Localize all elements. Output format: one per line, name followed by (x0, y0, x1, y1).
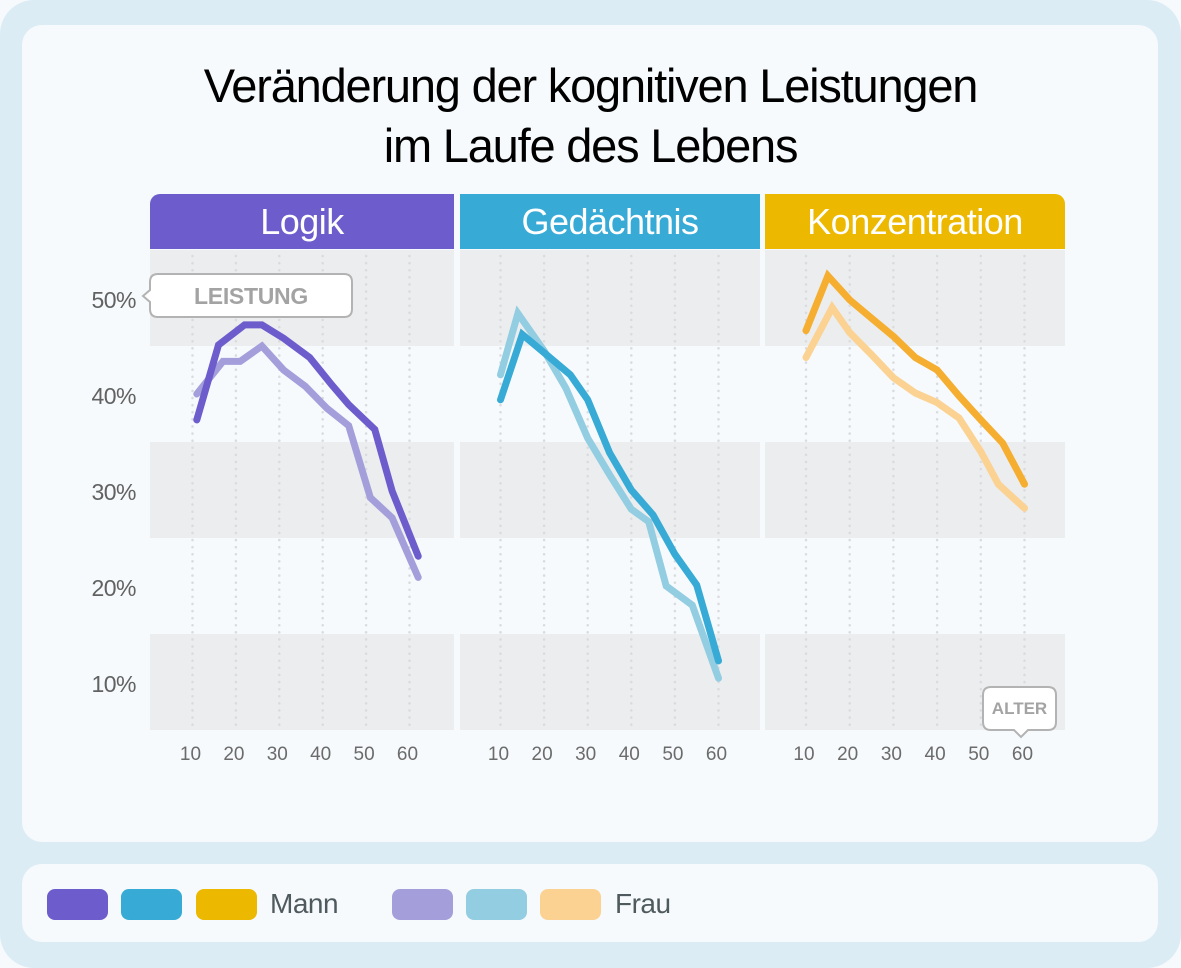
grid-band-logik-2 (150, 634, 454, 730)
panel-header-logik: Logik (150, 194, 454, 249)
alter-tag-box (982, 686, 1057, 739)
panel-header-konzentration: Konzentration (765, 194, 1065, 249)
series-line-konzentration-frau (802, 300, 1028, 512)
x-tick-label-logik: 50 (353, 744, 375, 765)
legend-label-mann: Mann (270, 888, 339, 919)
series-line-logik-mann (193, 321, 422, 560)
chart-title-line1: Veränderung der kognitiven Leistungen (203, 59, 979, 112)
y-tick-label: 30% (91, 479, 136, 505)
alter-tag-label: ALTER (991, 699, 1048, 718)
legend-swatch-mann-konzentration (196, 889, 257, 920)
series-line-gedaechtnis-frau (497, 305, 722, 682)
grid-band-konzentration-0 (765, 250, 1065, 346)
leistung-tag-label: LEISTUNG (194, 283, 308, 309)
chart-title-line2: im Laufe des Lebens (383, 119, 799, 172)
legend-swatch-frau-logik (392, 889, 453, 920)
x-tick-label-konzentration: 60 (1011, 744, 1034, 765)
grid-band-konzentration-1 (765, 442, 1065, 538)
x-tick-label-logik: 60 (396, 744, 419, 765)
x-tick-label-gedaechtnis: 20 (531, 744, 553, 765)
series-line-logik-frau (193, 341, 422, 581)
series-line-konzentration-mann (802, 269, 1028, 488)
panel-header-gedaechtnis: Gedächtnis (460, 194, 760, 249)
x-tick-label-gedaechtnis: 30 (575, 744, 597, 765)
x-tick-label-gedaechtnis: 40 (618, 744, 640, 765)
legend-swatch-mann-logik (47, 889, 108, 920)
x-tick-label-konzentration: 20 (837, 744, 859, 765)
leistung-tag-box (141, 273, 353, 318)
x-tick-label-gedaechtnis: 60 (705, 744, 728, 765)
x-tick-label-konzentration: 10 (793, 744, 815, 765)
x-tick-label-logik: 40 (310, 744, 332, 765)
x-tick-label-logik: 10 (179, 744, 202, 765)
legend-swatch-frau-konzentration (540, 889, 601, 920)
x-tick-label-konzentration: 30 (880, 744, 902, 765)
x-tick-label-konzentration: 50 (968, 744, 990, 765)
x-tick-label-gedaechtnis: 10 (487, 744, 510, 765)
x-tick-label-logik: 30 (266, 744, 288, 765)
x-tick-label-gedaechtnis: 50 (662, 744, 684, 765)
grid-band-gedaechtnis-0 (460, 250, 760, 346)
series-line-gedaechtnis-mann (497, 328, 722, 665)
chart-title: Veränderung der kognitiven Leistungen im… (0, 56, 1181, 176)
x-tick-label-logik: 20 (223, 744, 245, 765)
y-tick-label: 40% (91, 383, 136, 409)
y-tick-label: 50% (91, 287, 136, 313)
legend-swatch-mann-gedaechtnis (121, 889, 182, 920)
x-tick-label-konzentration: 40 (924, 744, 946, 765)
y-tick-label: 20% (91, 575, 136, 601)
y-tick-label: 10% (91, 671, 136, 697)
legend-swatch-frau-gedaechtnis (466, 889, 527, 920)
legend-label-frau: Frau (615, 888, 671, 919)
